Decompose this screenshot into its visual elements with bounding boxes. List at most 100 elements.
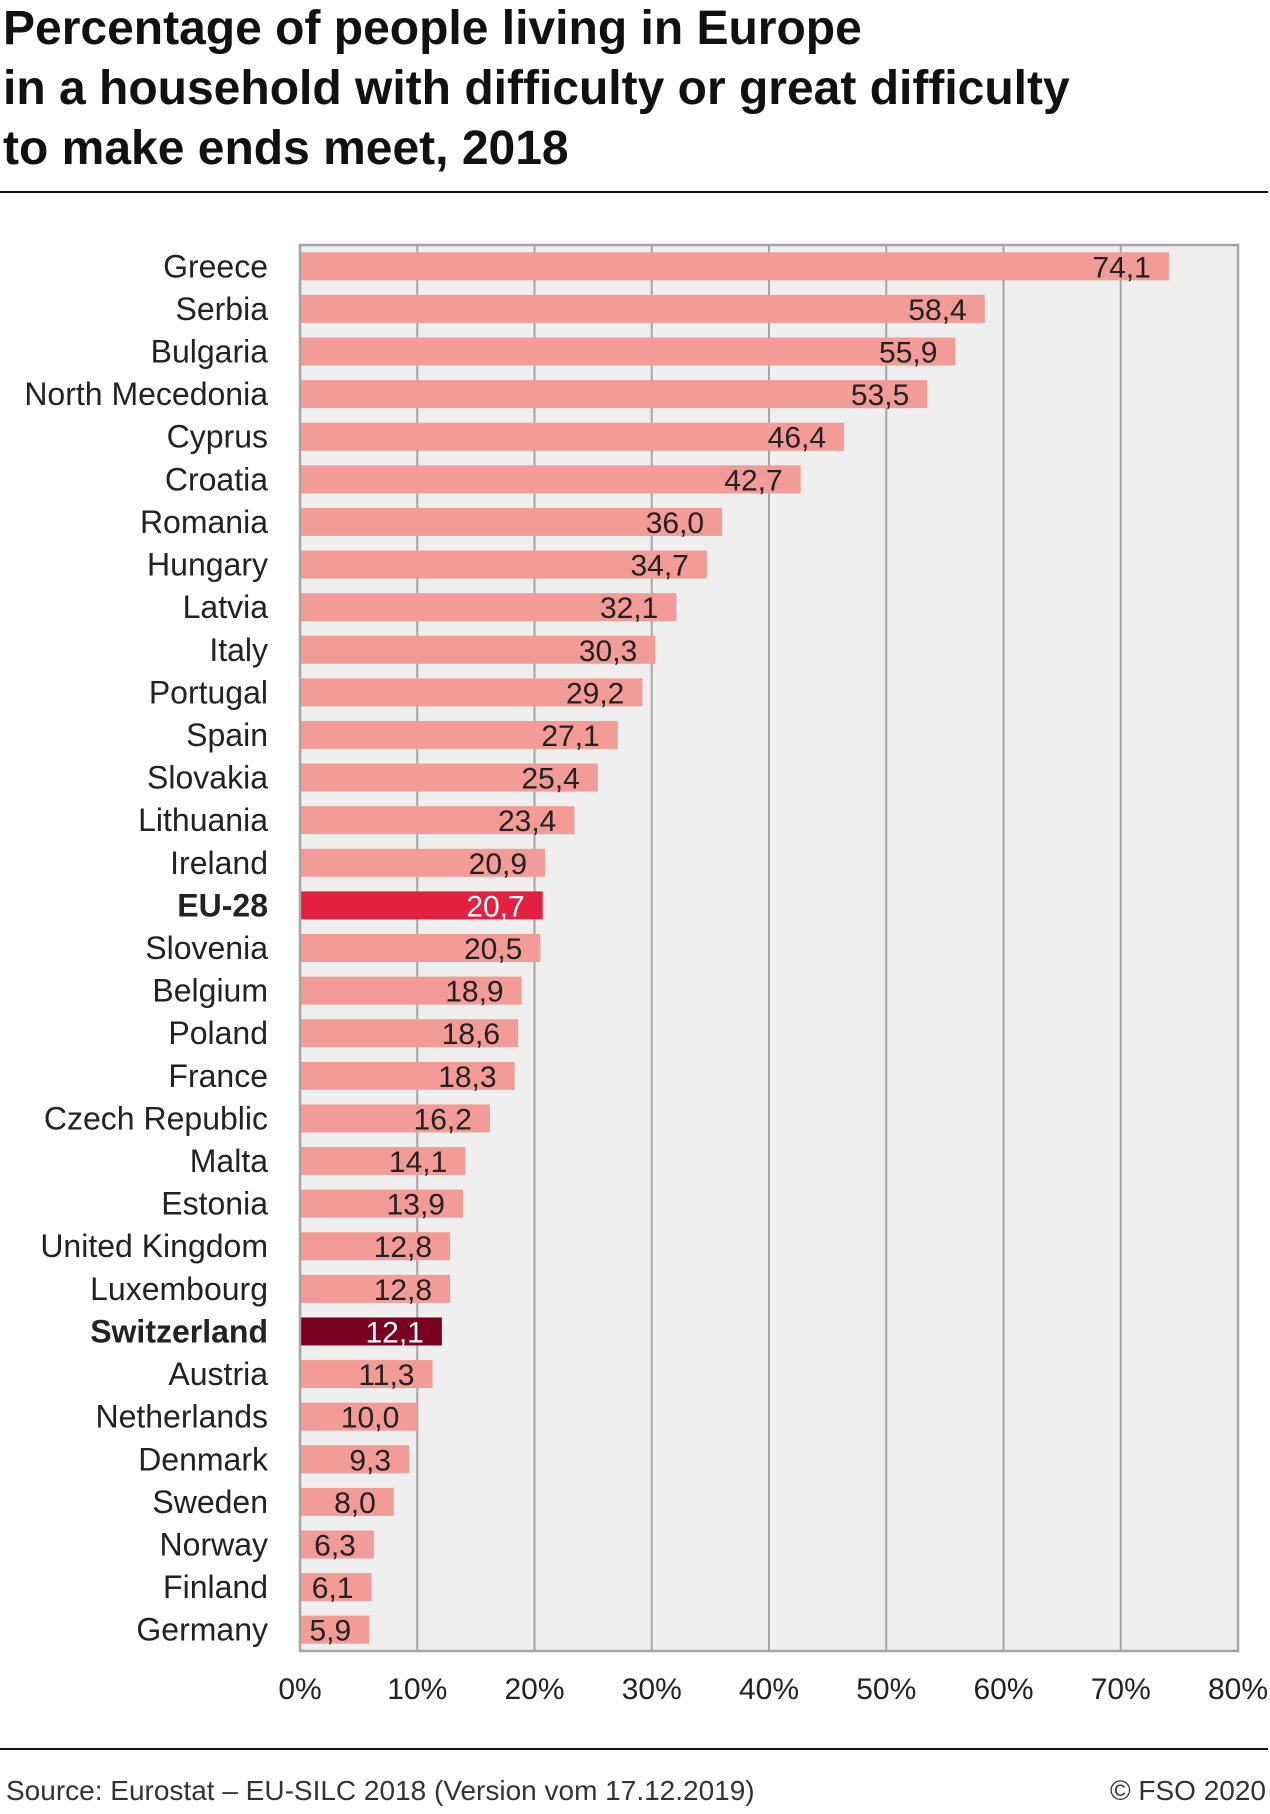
bar-greece	[300, 252, 1169, 281]
category-label-spain: Spain	[186, 717, 268, 753]
x-tick-label: 50%	[856, 1673, 916, 1706]
value-label-croatia: 42,7	[724, 464, 782, 497]
plot-area-border	[298, 243, 1240, 1653]
bar-finland	[300, 1573, 372, 1602]
chart-title-line-1: Percentage of people living in Europe	[3, 2, 862, 55]
bar-poland	[300, 1019, 519, 1048]
category-label-germany: Germany	[136, 1612, 268, 1648]
chart-title: Percentage of people living in Europe in…	[3, 2, 1070, 175]
bar-lithuania	[300, 806, 575, 835]
category-label-cyprus: Cyprus	[167, 419, 268, 455]
category-label-united-kingdom: United Kingdom	[40, 1228, 268, 1264]
category-label-slovenia: Slovenia	[145, 930, 268, 966]
category-label-sweden: Sweden	[152, 1484, 268, 1520]
value-label-eu-28: 20,7	[466, 890, 524, 923]
chart-title-line-3: to make ends meet, 2018	[3, 122, 569, 175]
value-label-austria: 11,3	[358, 1359, 414, 1392]
value-label-germany: 5,9	[309, 1615, 351, 1648]
bar-estonia	[300, 1189, 463, 1218]
x-axis-tick-labels: 0% 10% 20% 30% 40% 50% 60% 70% 80%	[278, 1673, 1268, 1706]
bar-latvia	[300, 593, 677, 622]
category-label-ireland: Ireland	[170, 845, 268, 881]
category-label-luxembourg: Luxembourg	[90, 1271, 268, 1307]
category-label-finland: Finland	[163, 1569, 268, 1605]
value-labels: 74,1 58,4 55,9 53,5 46,4 42,7 36,0 34,7 32,1 30,3…	[309, 251, 1150, 1647]
value-label-czech-republic: 16,2	[414, 1103, 472, 1136]
x-tick-label: 30%	[622, 1673, 682, 1706]
bar-sweden	[300, 1487, 394, 1516]
value-label-north-mecedonia: 53,5	[851, 379, 909, 412]
bar-portugal	[300, 678, 643, 707]
value-label-romania: 36,0	[646, 507, 704, 540]
category-label-greece: Greece	[163, 248, 268, 284]
value-label-slovakia: 25,4	[521, 763, 579, 796]
value-label-serbia: 58,4	[908, 294, 966, 327]
source-note: Source: Eurostat – EU-SILC 2018 (Version…	[6, 1775, 755, 1806]
value-label-slovenia: 20,5	[464, 933, 522, 966]
x-tick-label: 60%	[973, 1673, 1033, 1706]
x-tick-label: 10%	[387, 1673, 447, 1706]
bar-spain	[300, 720, 618, 749]
value-label-luxembourg: 12,8	[374, 1274, 432, 1307]
bar-united-kingdom	[300, 1232, 451, 1261]
bar-ireland	[300, 848, 546, 877]
bar-germany	[300, 1615, 370, 1644]
category-label-netherlands: Netherlands	[95, 1399, 268, 1435]
bar-serbia	[300, 294, 985, 323]
value-label-netherlands: 10,0	[341, 1402, 399, 1435]
bar-netherlands	[300, 1402, 418, 1431]
category-label-malta: Malta	[190, 1143, 268, 1179]
value-label-latvia: 32,1	[600, 592, 658, 625]
value-label-united-kingdom: 12,8	[374, 1231, 432, 1264]
value-label-bulgaria: 55,9	[879, 337, 937, 370]
value-label-denmark: 9,3	[349, 1444, 391, 1477]
category-label-hungary: Hungary	[147, 547, 268, 583]
value-label-sweden: 8,0	[334, 1487, 376, 1520]
value-label-finland: 6,1	[312, 1572, 354, 1605]
value-label-poland: 18,6	[442, 1018, 500, 1051]
category-label-poland: Poland	[168, 1015, 268, 1051]
value-label-italy: 30,3	[579, 635, 637, 668]
bar-luxembourg	[300, 1274, 451, 1303]
bar-cyprus	[300, 422, 845, 451]
category-label-romania: Romania	[140, 504, 268, 540]
category-label-norway: Norway	[160, 1526, 268, 1562]
bar-switzerland	[300, 1317, 442, 1346]
x-tick-label: 80%	[1208, 1673, 1268, 1706]
bar-slovenia	[300, 934, 541, 962]
bar-eu-28	[300, 891, 543, 920]
category-label-france: France	[168, 1058, 268, 1094]
bar-croatia	[300, 465, 801, 494]
category-label-switzerland: Switzerland	[90, 1313, 268, 1349]
value-label-belgium: 18,9	[445, 976, 503, 1009]
x-tick-label: 40%	[739, 1673, 799, 1706]
value-label-ireland: 20,9	[469, 848, 527, 881]
bar-norway	[300, 1530, 374, 1559]
value-label-portugal: 29,2	[566, 677, 624, 710]
bar-france	[300, 1061, 515, 1090]
category-label-latvia: Latvia	[183, 589, 269, 625]
category-label-denmark: Denmark	[138, 1441, 269, 1477]
value-label-norway: 6,3	[314, 1529, 356, 1562]
category-label-belgium: Belgium	[152, 973, 268, 1009]
category-label-slovakia: Slovakia	[147, 760, 268, 796]
bar-north-mecedonia	[300, 380, 928, 409]
value-label-malta: 14,1	[389, 1146, 447, 1179]
bar-bulgaria	[300, 337, 956, 366]
value-label-france: 18,3	[438, 1061, 496, 1094]
bar-malta	[300, 1147, 466, 1176]
value-label-switzerland: 12,1	[365, 1316, 423, 1349]
value-label-spain: 27,1	[541, 720, 599, 753]
value-label-estonia: 13,9	[387, 1189, 445, 1222]
x-tick-label: 70%	[1091, 1673, 1151, 1706]
category-label-estonia: Estonia	[161, 1186, 268, 1222]
bar-denmark	[300, 1445, 410, 1474]
value-label-hungary: 34,7	[630, 550, 688, 583]
value-label-cyprus: 46,4	[768, 422, 826, 455]
category-label-serbia: Serbia	[176, 291, 269, 327]
chart-title-line-2: in a household with difficulty or great …	[3, 62, 1070, 115]
category-label-croatia: Croatia	[165, 461, 268, 497]
bar-romania	[300, 507, 723, 536]
category-label-eu-28: EU-28	[177, 887, 268, 923]
